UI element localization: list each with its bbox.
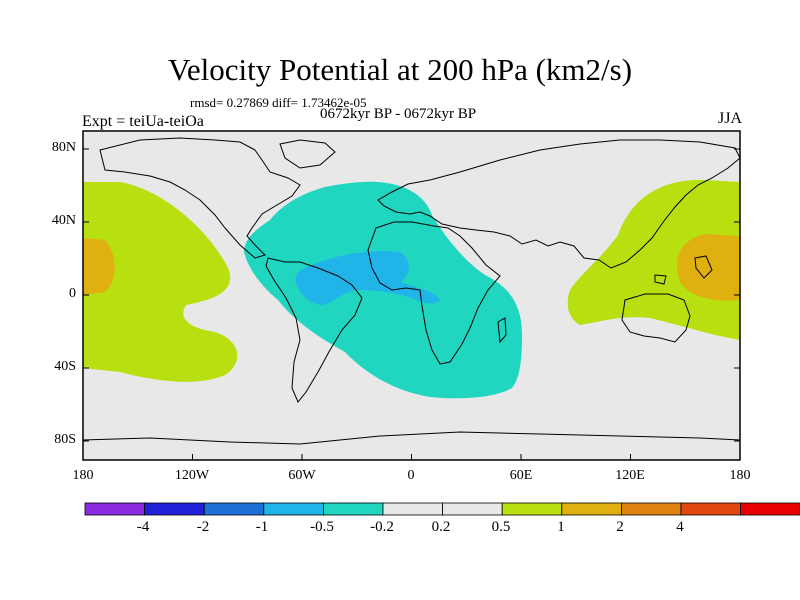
colorbar-swatch bbox=[263, 502, 324, 516]
colorbar-swatch bbox=[442, 502, 503, 516]
lat-label-80n: 80N bbox=[51, 140, 76, 155]
colorbar-swatch bbox=[680, 502, 741, 516]
colorbar-swatch bbox=[561, 502, 622, 516]
season-label: JJA bbox=[717, 110, 742, 127]
axis-ticks bbox=[82, 148, 741, 460]
negative-core-atlantic bbox=[295, 250, 440, 305]
colorbar-swatch bbox=[501, 502, 563, 516]
colorbar-label: -2 bbox=[196, 519, 210, 535]
lat-label-80s: 80S bbox=[54, 432, 76, 447]
colorbar-label: 4 bbox=[676, 519, 684, 535]
colorbar-label: 0.5 bbox=[491, 519, 511, 535]
lat-label-40s: 40S bbox=[54, 359, 76, 374]
colorbar-label: -1 bbox=[255, 519, 269, 535]
colorbar bbox=[84, 502, 800, 516]
lon-label-120w: 120W bbox=[174, 468, 210, 483]
colorbar-swatch bbox=[144, 502, 205, 516]
lon-label-60w: 60W bbox=[288, 468, 316, 483]
colorbar-label: -0.5 bbox=[310, 519, 334, 535]
colorbar-swatch bbox=[621, 502, 682, 516]
lon-label-180e: 180 bbox=[729, 468, 751, 483]
colorbar-swatch bbox=[84, 502, 145, 516]
positive-region-west-pacific bbox=[83, 182, 238, 382]
coastlines bbox=[83, 137, 740, 445]
colorbar-swatch bbox=[740, 502, 800, 516]
colorbar-label: 0.2 bbox=[431, 519, 451, 535]
lon-label-60e: 60E bbox=[509, 468, 533, 483]
colorbar-label: -0.2 bbox=[370, 519, 394, 535]
colorbar-label: 1 bbox=[557, 519, 565, 535]
positive-region-asia-pacific bbox=[567, 179, 740, 340]
map-field bbox=[83, 131, 740, 460]
colorbar-swatch bbox=[382, 502, 443, 516]
lon-label-0: 0 bbox=[407, 468, 415, 483]
colorbar-swatch bbox=[203, 502, 265, 516]
experiment-label: Expt = teiUa-teiOa bbox=[82, 113, 204, 130]
lon-label-180w: 180 bbox=[72, 468, 94, 483]
positive-core-asia-pacific bbox=[677, 234, 740, 301]
colorbar-swatch bbox=[322, 502, 384, 516]
colorbar-label: -4 bbox=[136, 519, 150, 535]
lat-label-40n: 40N bbox=[51, 213, 76, 228]
positive-core-west-pacific bbox=[83, 238, 115, 295]
lon-label-120e: 120E bbox=[615, 468, 645, 483]
lat-label-0: 0 bbox=[69, 286, 76, 301]
colorbar-label: 2 bbox=[616, 519, 624, 535]
stats-text: rmsd= 0.27869 diff= 1.73462e-05 bbox=[190, 95, 367, 110]
chart-title: Velocity Potential at 200 hPa (km2/s) bbox=[167, 52, 633, 87]
period-subtitle: 0672kyr BP - 0672kyr BP bbox=[320, 106, 477, 122]
